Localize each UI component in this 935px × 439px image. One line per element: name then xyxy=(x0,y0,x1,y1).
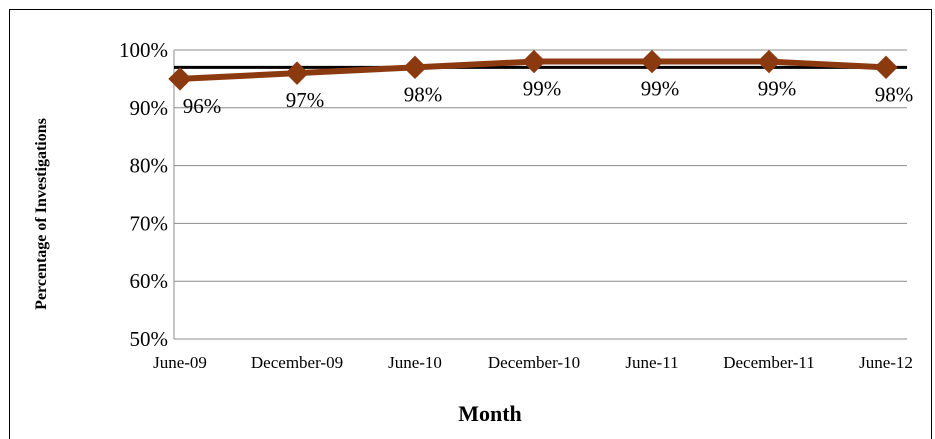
data-label: 98% xyxy=(404,82,443,106)
data-label: 97% xyxy=(286,88,325,112)
data-label: 99% xyxy=(641,77,680,101)
y-tick-label: 90% xyxy=(130,96,169,120)
data-label: 99% xyxy=(758,77,797,101)
data-point-marker xyxy=(874,55,898,80)
y-tick-label: 100% xyxy=(119,38,168,62)
x-axis-label: Month xyxy=(458,401,522,426)
data-label: 99% xyxy=(523,77,562,101)
x-axis-ticks: June-09 December-09 June-10 December-10 June… xyxy=(153,353,913,372)
line-chart: 50%60%70%80%90%100% June-09 December-09 Ju… xyxy=(33,38,914,426)
data-point-marker xyxy=(522,49,546,74)
data-labels: 96% 97% 98% 99% 99% 99% 98% xyxy=(183,77,914,118)
data-label: 98% xyxy=(875,82,914,106)
x-tick-label: June-12 xyxy=(859,353,913,372)
data-point-marker xyxy=(285,61,309,85)
data-label: 96% xyxy=(183,94,222,118)
y-axis-label: Percentage of Investigations xyxy=(33,118,50,310)
data-point-marker xyxy=(640,49,664,74)
series-markers xyxy=(168,49,898,91)
x-tick-label: December-11 xyxy=(723,353,815,372)
data-point-marker xyxy=(168,67,192,91)
y-tick-label: 70% xyxy=(130,211,169,235)
x-tick-label: June-09 xyxy=(153,353,207,372)
chart-frame xyxy=(9,9,932,439)
x-tick-label: June-10 xyxy=(388,353,442,372)
y-tick-label: 60% xyxy=(130,269,169,293)
y-tick-label: 50% xyxy=(130,327,169,351)
x-tick-label: December-10 xyxy=(488,353,580,372)
y-tick-label: 80% xyxy=(130,154,169,178)
x-tick-label: December-09 xyxy=(251,353,343,372)
data-point-marker xyxy=(403,55,427,80)
x-tick-label: June-11 xyxy=(625,353,678,372)
y-axis-ticks: 50% 60% 70% 80% 90% 100% xyxy=(119,38,168,351)
data-point-marker xyxy=(757,49,781,74)
